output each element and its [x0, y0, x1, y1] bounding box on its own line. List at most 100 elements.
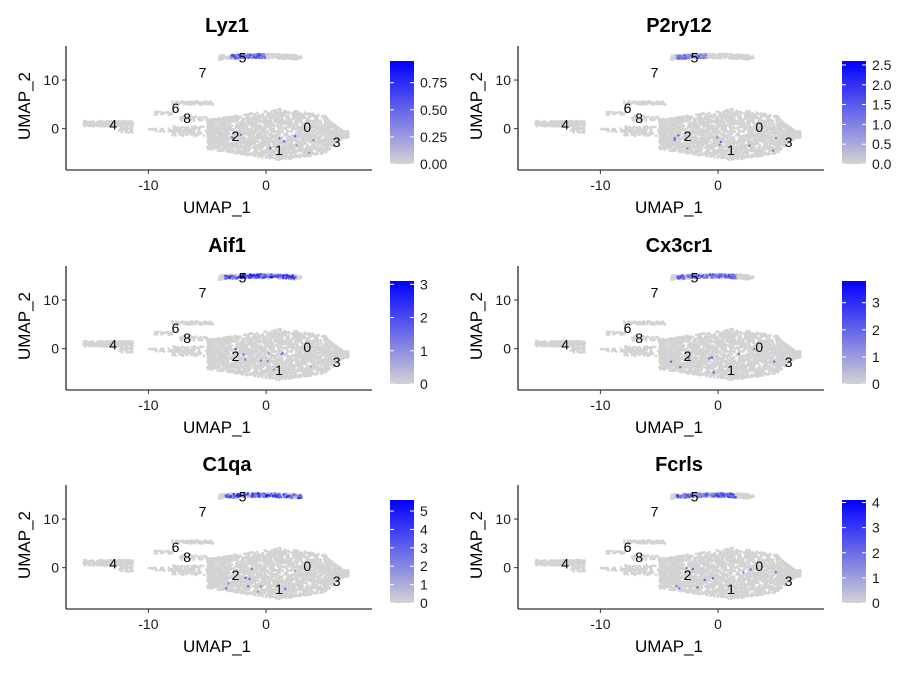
cell-point — [226, 116, 229, 119]
cell-point — [307, 113, 310, 116]
cell-point — [215, 128, 218, 131]
cell-point — [123, 124, 126, 127]
cell-point — [299, 150, 302, 153]
cell-point — [253, 134, 256, 137]
cell-point — [305, 148, 308, 151]
cell-point — [298, 137, 301, 140]
cell-point — [211, 102, 214, 105]
cell-point — [221, 142, 224, 145]
cell-point — [309, 136, 312, 139]
cell-point — [308, 148, 311, 151]
cell-point — [252, 146, 255, 149]
cell-point — [668, 149, 671, 152]
cell-point — [286, 129, 289, 132]
cell-point — [243, 114, 246, 117]
cell-point — [276, 112, 279, 115]
cell-point — [191, 129, 194, 132]
cell-point — [267, 133, 270, 136]
cell-point — [311, 120, 314, 123]
cell-point — [329, 126, 332, 129]
cell-point — [322, 127, 325, 130]
cell-point — [260, 147, 263, 150]
cell-point — [311, 132, 314, 135]
cell-point — [336, 131, 339, 134]
cell-point — [277, 108, 280, 111]
cell-point — [315, 147, 318, 150]
cell-point — [155, 112, 158, 115]
cell-point — [187, 133, 190, 136]
colorbar-tick-label: 0.50 — [420, 102, 447, 118]
cluster-label-5: 5 — [239, 50, 247, 66]
cell-point — [296, 121, 299, 124]
cell-point — [86, 124, 89, 127]
cell-point — [267, 114, 270, 117]
cell-point — [216, 149, 219, 152]
cell-point — [243, 141, 246, 144]
umap-cells — [83, 53, 350, 162]
cell-point — [283, 122, 286, 125]
cell-point — [242, 118, 245, 121]
cell-point — [205, 118, 208, 121]
cell-point — [254, 155, 257, 158]
cell-point — [171, 134, 174, 137]
cell-point — [234, 118, 237, 121]
cell-point — [207, 134, 210, 137]
cell-point — [200, 125, 203, 128]
cell-point — [149, 128, 152, 131]
cell-point — [245, 126, 248, 129]
cell-point — [210, 145, 213, 148]
cell-point — [242, 136, 245, 139]
expressing-cell — [233, 55, 236, 58]
cell-point — [342, 134, 345, 137]
cell-point — [266, 124, 269, 127]
cell-point — [255, 137, 258, 140]
cell-point — [278, 128, 281, 131]
cell-point — [209, 137, 212, 140]
cell-point — [228, 128, 231, 131]
cell-point — [228, 144, 231, 147]
cell-point — [253, 137, 256, 140]
cell-point — [184, 132, 187, 135]
cell-point — [304, 113, 307, 116]
cell-point — [292, 123, 295, 126]
cell-point — [278, 159, 281, 162]
cell-point — [101, 120, 104, 123]
cell-point — [322, 130, 325, 133]
cell-point — [268, 155, 271, 158]
cell-point — [294, 58, 297, 61]
cell-point — [243, 122, 246, 125]
cluster-label-1: 1 — [275, 142, 283, 158]
cell-point — [239, 121, 242, 124]
cluster-label-3: 3 — [333, 134, 341, 150]
cell-point — [227, 137, 230, 140]
cell-point — [247, 124, 250, 127]
cell-point — [195, 133, 198, 136]
expressing-cell — [259, 54, 262, 57]
cell-point — [314, 115, 317, 118]
cluster-label-4: 4 — [109, 116, 117, 132]
cell-point — [325, 130, 328, 133]
cell-point — [218, 121, 221, 124]
cell-point — [249, 152, 252, 155]
cell-point — [314, 144, 317, 147]
expressing-cell — [278, 137, 280, 139]
cell-point — [261, 156, 264, 159]
cell-point — [91, 124, 94, 127]
umap-cells — [535, 53, 802, 162]
cell-point — [297, 131, 300, 134]
cell-point — [155, 129, 158, 132]
expressing-cell — [296, 144, 298, 146]
cell-point — [286, 122, 289, 125]
cell-point — [227, 55, 230, 58]
cell-point — [265, 141, 268, 144]
cell-point — [311, 144, 314, 147]
cell-point — [247, 113, 250, 116]
cell-point — [768, 152, 771, 155]
cell-point — [209, 100, 212, 103]
cluster-label-2: 2 — [232, 128, 240, 144]
cell-point — [198, 126, 201, 129]
cell-point — [251, 120, 254, 123]
cell-point — [98, 125, 101, 128]
cell-point — [298, 57, 301, 60]
